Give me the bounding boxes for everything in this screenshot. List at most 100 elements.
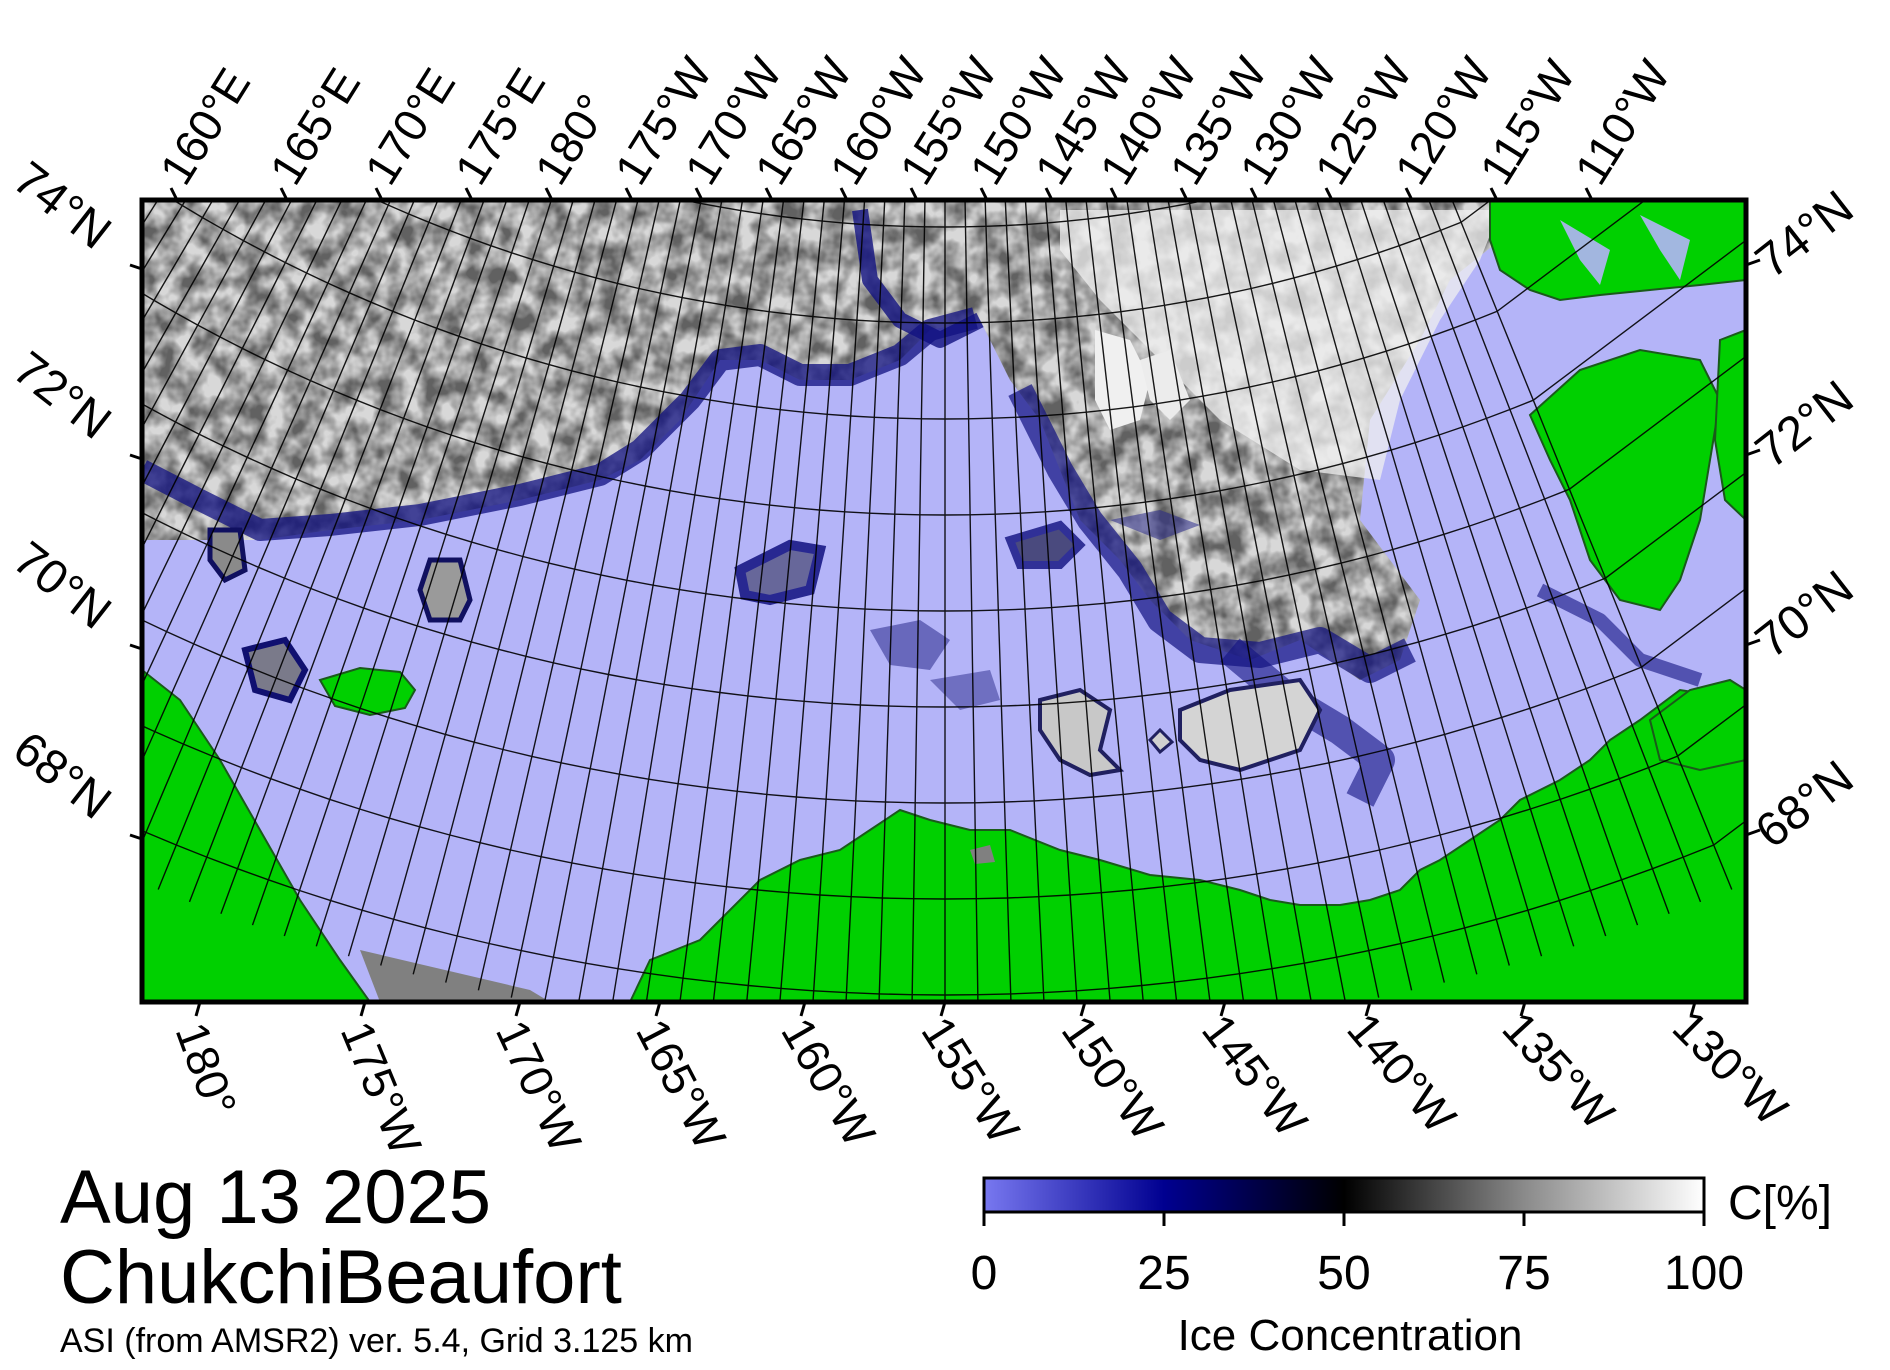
colorbar-unit: C[%] [1728, 1177, 1833, 1230]
frame-tick [1109, 187, 1119, 201]
frame-tick [1364, 1001, 1372, 1017]
ice-floes [207, 330, 1323, 778]
colorbar-tick-label: 100 [1663, 1247, 1745, 1300]
parallel-line [375, 200, 1492, 324]
meridian-line [645, 200, 764, 1002]
banks-island [1528, 348, 1722, 612]
meridian-line [1085, 200, 1178, 1002]
meridian-line [1751, 0, 1890, 164]
meridian-line [1337, 200, 1575, 947]
longitude-label: 165°W [626, 1011, 736, 1158]
latitude-label: 74°N [3, 152, 120, 260]
meridian-line [347, 200, 574, 957]
longitude-label: 110°W [1564, 51, 1680, 194]
latitude-label: 68°N [3, 722, 120, 830]
meridian-line [142, 200, 416, 844]
meridian-line [1428, 200, 1702, 903]
meridian-line [283, 200, 530, 937]
latitude-label: 72°N [1746, 371, 1863, 479]
meridian-line [543, 200, 702, 1002]
longitude-label: 130°W [1663, 1000, 1798, 1135]
frame-tick [909, 187, 919, 201]
meridian-line [510, 200, 681, 998]
meridian-line [1146, 200, 1279, 1002]
colorbar-title: Ice Concentration [1177, 1311, 1523, 1360]
meridian-line [142, 200, 343, 616]
bottom-longitude-labels: 180° 175°W 170°W 165°W 160°W 155°W 150°W 145°W 1… [166, 1000, 1798, 1162]
meridian-line [779, 200, 846, 1002]
meridian-line [1360, 200, 1607, 937]
frame-tick [129, 833, 143, 841]
meridian-line [1769, 0, 1890, 108]
meridian-line [1732, 0, 1890, 218]
meridian-line [1760, 0, 1890, 136]
frame-tick [129, 453, 143, 461]
region-name: ChukchiBeaufort [60, 1235, 622, 1320]
frame-tick [624, 187, 634, 201]
meridian-line [984, 200, 1012, 1002]
frame-tick [764, 187, 774, 201]
meridian-line [1188, 200, 1347, 1002]
frame-tick [799, 1001, 807, 1017]
frame-tick [129, 263, 143, 271]
graticule [0, 0, 1890, 1002]
frame-tick [1079, 1001, 1087, 1017]
frame-tick [1745, 638, 1761, 647]
data-source-note: ASI (from AMSR2) ver. 5.4, Grid 3.125 km [60, 1322, 693, 1360]
meridian-line [0, 0, 115, 89]
frame-tick [939, 1001, 947, 1017]
meridian-line [142, 200, 318, 550]
meridian-line [315, 200, 553, 947]
longitude-label: 140°W [1337, 1003, 1466, 1143]
longitude-label: 180° [166, 1016, 247, 1123]
colorbar-gradient [982, 1176, 1706, 1214]
meridian-line [0, 0, 90, 3]
meridian-line [220, 200, 485, 915]
right-latitude-labels: 74°N 72°N 70°N 68°N [1746, 181, 1863, 859]
latitude-label: 74°N [1746, 181, 1863, 289]
alaska-coast [628, 688, 1746, 1002]
frame-tick [979, 187, 989, 201]
colorbar-tick-label: 25 [1137, 1247, 1191, 1300]
frame-tick [1489, 187, 1499, 201]
meridian-line [0, 0, 124, 117]
meridian-line [412, 200, 618, 975]
frame-tick [169, 187, 179, 201]
meridian-line [964, 200, 979, 1002]
meridian-line [142, 200, 267, 430]
frame-tick [359, 1001, 367, 1017]
longitude-label: 165°E [259, 59, 370, 193]
parallel-line [142, 819, 1746, 996]
longitude-label: 160°E [149, 59, 260, 193]
frame-tick [1745, 448, 1761, 457]
top-longitude-labels: 160°E 165°E170°E175°E180°175°W170°W165°W1… [149, 48, 1680, 194]
parallel-line [142, 587, 1746, 804]
meridian-line [1167, 200, 1312, 1002]
meridian-line [1741, 0, 1890, 191]
parallel-line [142, 355, 1746, 612]
left-latitude-labels: 74°N 72°N 70°N 68°N [3, 152, 120, 830]
meridian-line [142, 200, 241, 375]
latitude-label: 70°N [3, 532, 120, 640]
meridian-line [142, 200, 187, 274]
frame-tick [1689, 1001, 1697, 1017]
meridian-line [1251, 200, 1445, 983]
frame-tick [1745, 258, 1761, 267]
meridian-line [812, 200, 866, 1002]
meridian-line [1126, 200, 1245, 1002]
meridian-line [1294, 200, 1510, 966]
frame-tick [1404, 187, 1414, 201]
frame-tick [1249, 187, 1259, 201]
meridian-line [445, 200, 639, 983]
map-date: Aug 13 2025 [60, 1155, 492, 1240]
meridian-line [0, 0, 133, 145]
meridian-line [1786, 0, 1890, 52]
victoria-island-edge [1713, 328, 1746, 522]
meridian-line [157, 200, 439, 890]
meridian-line [1004, 200, 1045, 1002]
frame-tick [1219, 1001, 1227, 1017]
colorbar [982, 1176, 1706, 1226]
meridian-line [1230, 200, 1413, 991]
meridian-line [188, 200, 462, 903]
